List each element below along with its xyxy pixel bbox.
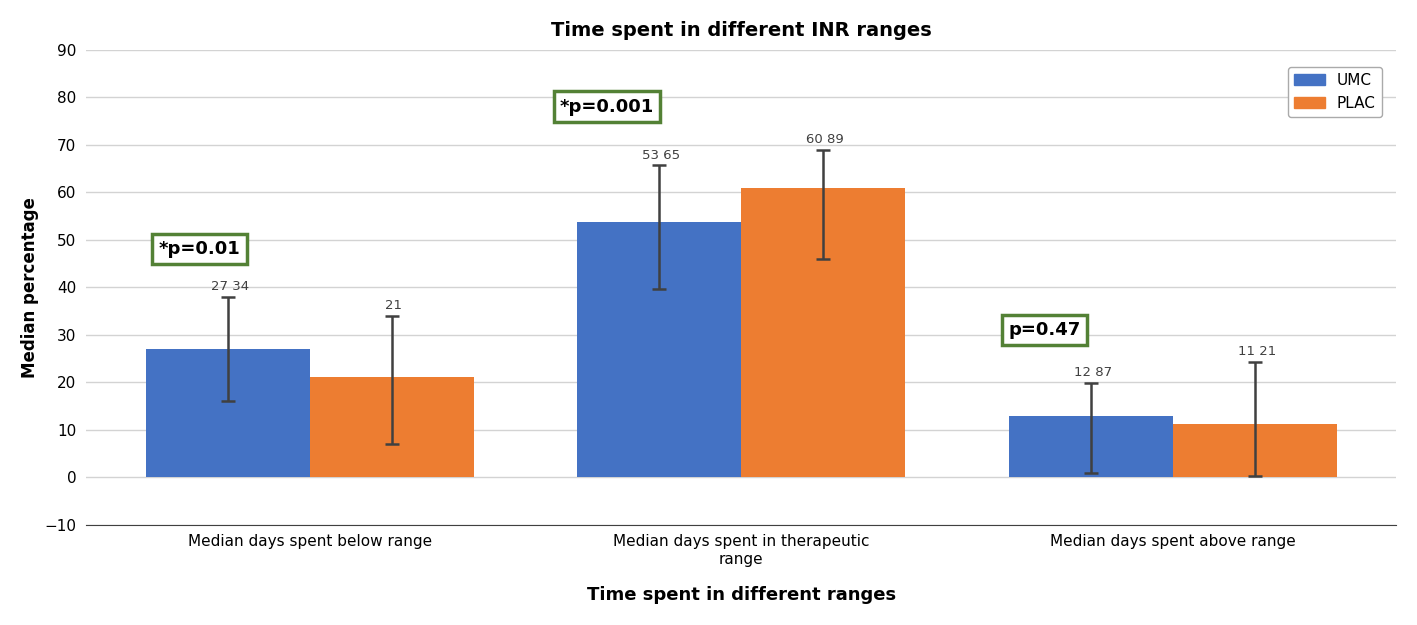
- Legend: UMC, PLAC: UMC, PLAC: [1288, 67, 1382, 117]
- Text: *p=0.01: *p=0.01: [159, 240, 241, 258]
- Text: 27 34: 27 34: [211, 280, 249, 293]
- Text: p=0.47: p=0.47: [1009, 321, 1081, 339]
- Text: 21: 21: [385, 299, 402, 312]
- Bar: [577, 222, 741, 477]
- Text: 12 87: 12 87: [1074, 366, 1112, 379]
- Title: Time spent in different INR ranges: Time spent in different INR ranges: [551, 21, 931, 40]
- Text: 53 65: 53 65: [642, 149, 680, 161]
- Bar: [310, 378, 473, 477]
- Bar: [1009, 416, 1173, 477]
- Bar: [1173, 424, 1336, 477]
- X-axis label: Time spent in different ranges: Time spent in different ranges: [587, 586, 896, 604]
- Bar: [741, 188, 905, 477]
- Y-axis label: Median percentage: Median percentage: [21, 197, 38, 378]
- Text: *p=0.001: *p=0.001: [560, 98, 655, 116]
- Text: 60 89: 60 89: [806, 133, 845, 146]
- Text: 11 21: 11 21: [1237, 346, 1275, 358]
- Bar: [146, 349, 310, 477]
